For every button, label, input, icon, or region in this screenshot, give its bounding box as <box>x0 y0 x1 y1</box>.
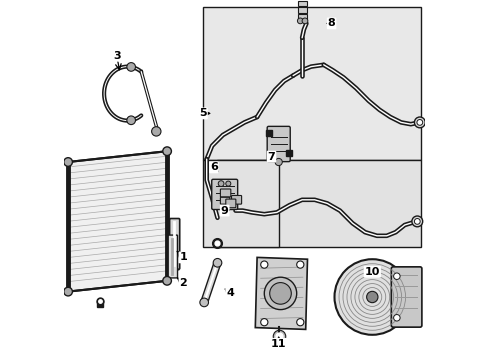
Text: 2: 2 <box>179 278 187 288</box>
Circle shape <box>413 117 425 128</box>
Bar <box>203 7 420 160</box>
Circle shape <box>416 120 422 125</box>
Text: 7: 7 <box>267 152 275 162</box>
Bar <box>203 160 278 247</box>
Circle shape <box>213 258 222 267</box>
Circle shape <box>63 287 72 296</box>
Circle shape <box>260 319 267 326</box>
Circle shape <box>275 158 282 166</box>
FancyBboxPatch shape <box>168 235 177 278</box>
Circle shape <box>296 319 303 326</box>
Circle shape <box>302 18 307 24</box>
FancyBboxPatch shape <box>220 197 229 204</box>
Text: 4: 4 <box>225 288 234 298</box>
FancyBboxPatch shape <box>266 126 289 162</box>
Text: 10: 10 <box>364 267 379 277</box>
Circle shape <box>63 158 72 166</box>
Circle shape <box>393 273 399 279</box>
Polygon shape <box>255 257 307 329</box>
Circle shape <box>163 276 171 285</box>
Text: 3: 3 <box>113 51 120 61</box>
Circle shape <box>393 315 399 321</box>
FancyBboxPatch shape <box>390 267 421 327</box>
FancyBboxPatch shape <box>211 179 237 210</box>
Circle shape <box>126 63 135 71</box>
Circle shape <box>151 127 161 136</box>
Circle shape <box>260 261 267 268</box>
Circle shape <box>296 261 303 268</box>
Text: 5: 5 <box>199 108 206 118</box>
Circle shape <box>225 181 230 186</box>
Circle shape <box>264 277 296 310</box>
Circle shape <box>269 283 291 304</box>
Circle shape <box>218 181 224 186</box>
FancyBboxPatch shape <box>169 219 179 269</box>
Circle shape <box>413 219 419 224</box>
Circle shape <box>297 18 303 24</box>
Text: 8: 8 <box>327 18 335 28</box>
Text: 1: 1 <box>179 252 187 262</box>
Text: 6: 6 <box>209 162 217 172</box>
Circle shape <box>163 147 171 156</box>
Bar <box>297 14 306 20</box>
Circle shape <box>334 259 409 335</box>
FancyBboxPatch shape <box>225 199 235 208</box>
Bar <box>297 7 306 13</box>
Text: 11: 11 <box>270 339 286 349</box>
FancyBboxPatch shape <box>231 195 241 204</box>
Circle shape <box>126 116 135 125</box>
FancyBboxPatch shape <box>220 189 230 197</box>
Polygon shape <box>68 151 167 292</box>
Circle shape <box>366 291 377 303</box>
Polygon shape <box>200 263 221 302</box>
Circle shape <box>200 298 208 307</box>
Bar <box>297 1 306 6</box>
Circle shape <box>411 216 422 227</box>
Bar <box>217 160 420 247</box>
Text: 9: 9 <box>220 206 228 216</box>
